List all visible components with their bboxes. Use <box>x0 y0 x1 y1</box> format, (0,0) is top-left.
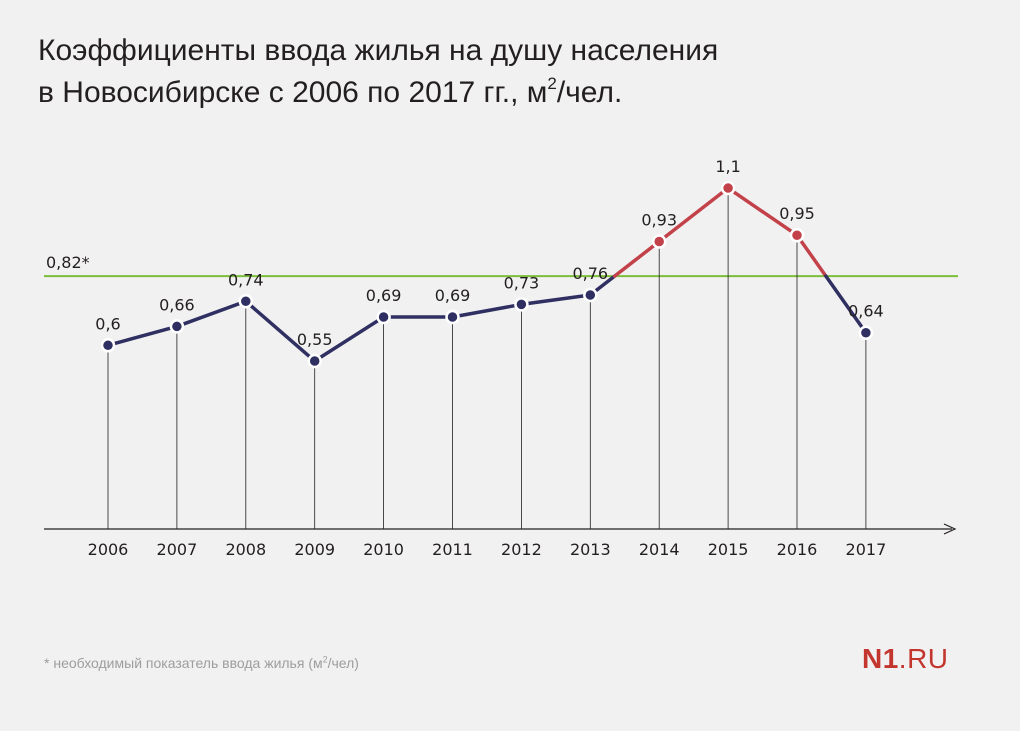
data-point <box>238 294 254 309</box>
title-line-2: в Новосибирске с 2006 по 2017 гг., м2/че… <box>38 74 623 109</box>
series-line-segment <box>175 299 248 329</box>
series-line-segment <box>244 299 317 363</box>
data-label: 0,74 <box>228 270 264 289</box>
data-point <box>445 309 460 325</box>
series-line-segment <box>726 186 799 237</box>
data-label: 0,66 <box>159 295 195 314</box>
data-point <box>100 338 116 353</box>
data-point <box>307 353 322 369</box>
x-tick-label: 2006 <box>88 540 129 559</box>
series-line-segment <box>450 302 524 319</box>
x-tick-label: 2017 <box>846 540 887 559</box>
series-line-segment <box>106 324 179 348</box>
data-point <box>651 234 667 249</box>
n1-logo: N1.RU <box>862 643 949 674</box>
data-point <box>514 297 529 312</box>
series-line-segment <box>824 274 868 335</box>
title-line-1: Коэффициенты ввода жилья на душу населен… <box>38 34 719 67</box>
x-tick-label: 2015 <box>708 540 749 559</box>
series-line-segment <box>612 239 661 278</box>
data-label: 0,6 <box>95 314 120 333</box>
x-tick-label: 2007 <box>157 540 198 559</box>
data-point <box>583 287 598 303</box>
x-tick-label: 2013 <box>570 540 611 559</box>
x-tick-label: 2009 <box>294 540 335 559</box>
x-axis-arrow <box>943 523 957 535</box>
series-line-segment <box>519 293 593 307</box>
x-tick-label: 2010 <box>363 540 404 559</box>
series-line-segment <box>312 315 386 363</box>
data-point <box>789 227 805 243</box>
data-label: 0,95 <box>779 204 815 223</box>
data-point <box>720 180 736 196</box>
chart-title: Коэффициенты ввода жилья на душу населен… <box>38 30 718 114</box>
x-tick-label: 2011 <box>432 540 473 559</box>
data-point <box>169 319 185 334</box>
data-label: 0,69 <box>366 286 402 305</box>
data-point <box>858 325 874 340</box>
data-label: 0,64 <box>848 302 884 321</box>
data-label: 0,73 <box>504 273 540 292</box>
x-tick-label: 2016 <box>777 540 818 559</box>
x-tick-label: 2014 <box>639 540 680 559</box>
data-label: 0,69 <box>435 286 471 305</box>
data-point <box>376 309 391 325</box>
data-label: 0,76 <box>572 264 608 283</box>
footnote: * необходимый показатель ввода жилья (м2… <box>44 654 359 671</box>
reference-line-label: 0,82* <box>46 253 90 272</box>
x-tick-label: 2012 <box>501 540 542 559</box>
x-tick-label: 2008 <box>225 540 266 559</box>
series-line-segment <box>795 233 828 278</box>
series-line-segment <box>657 186 730 244</box>
data-label: 0,93 <box>641 211 677 230</box>
data-label: 1,1 <box>715 157 740 176</box>
data-label: 0,55 <box>297 330 333 349</box>
